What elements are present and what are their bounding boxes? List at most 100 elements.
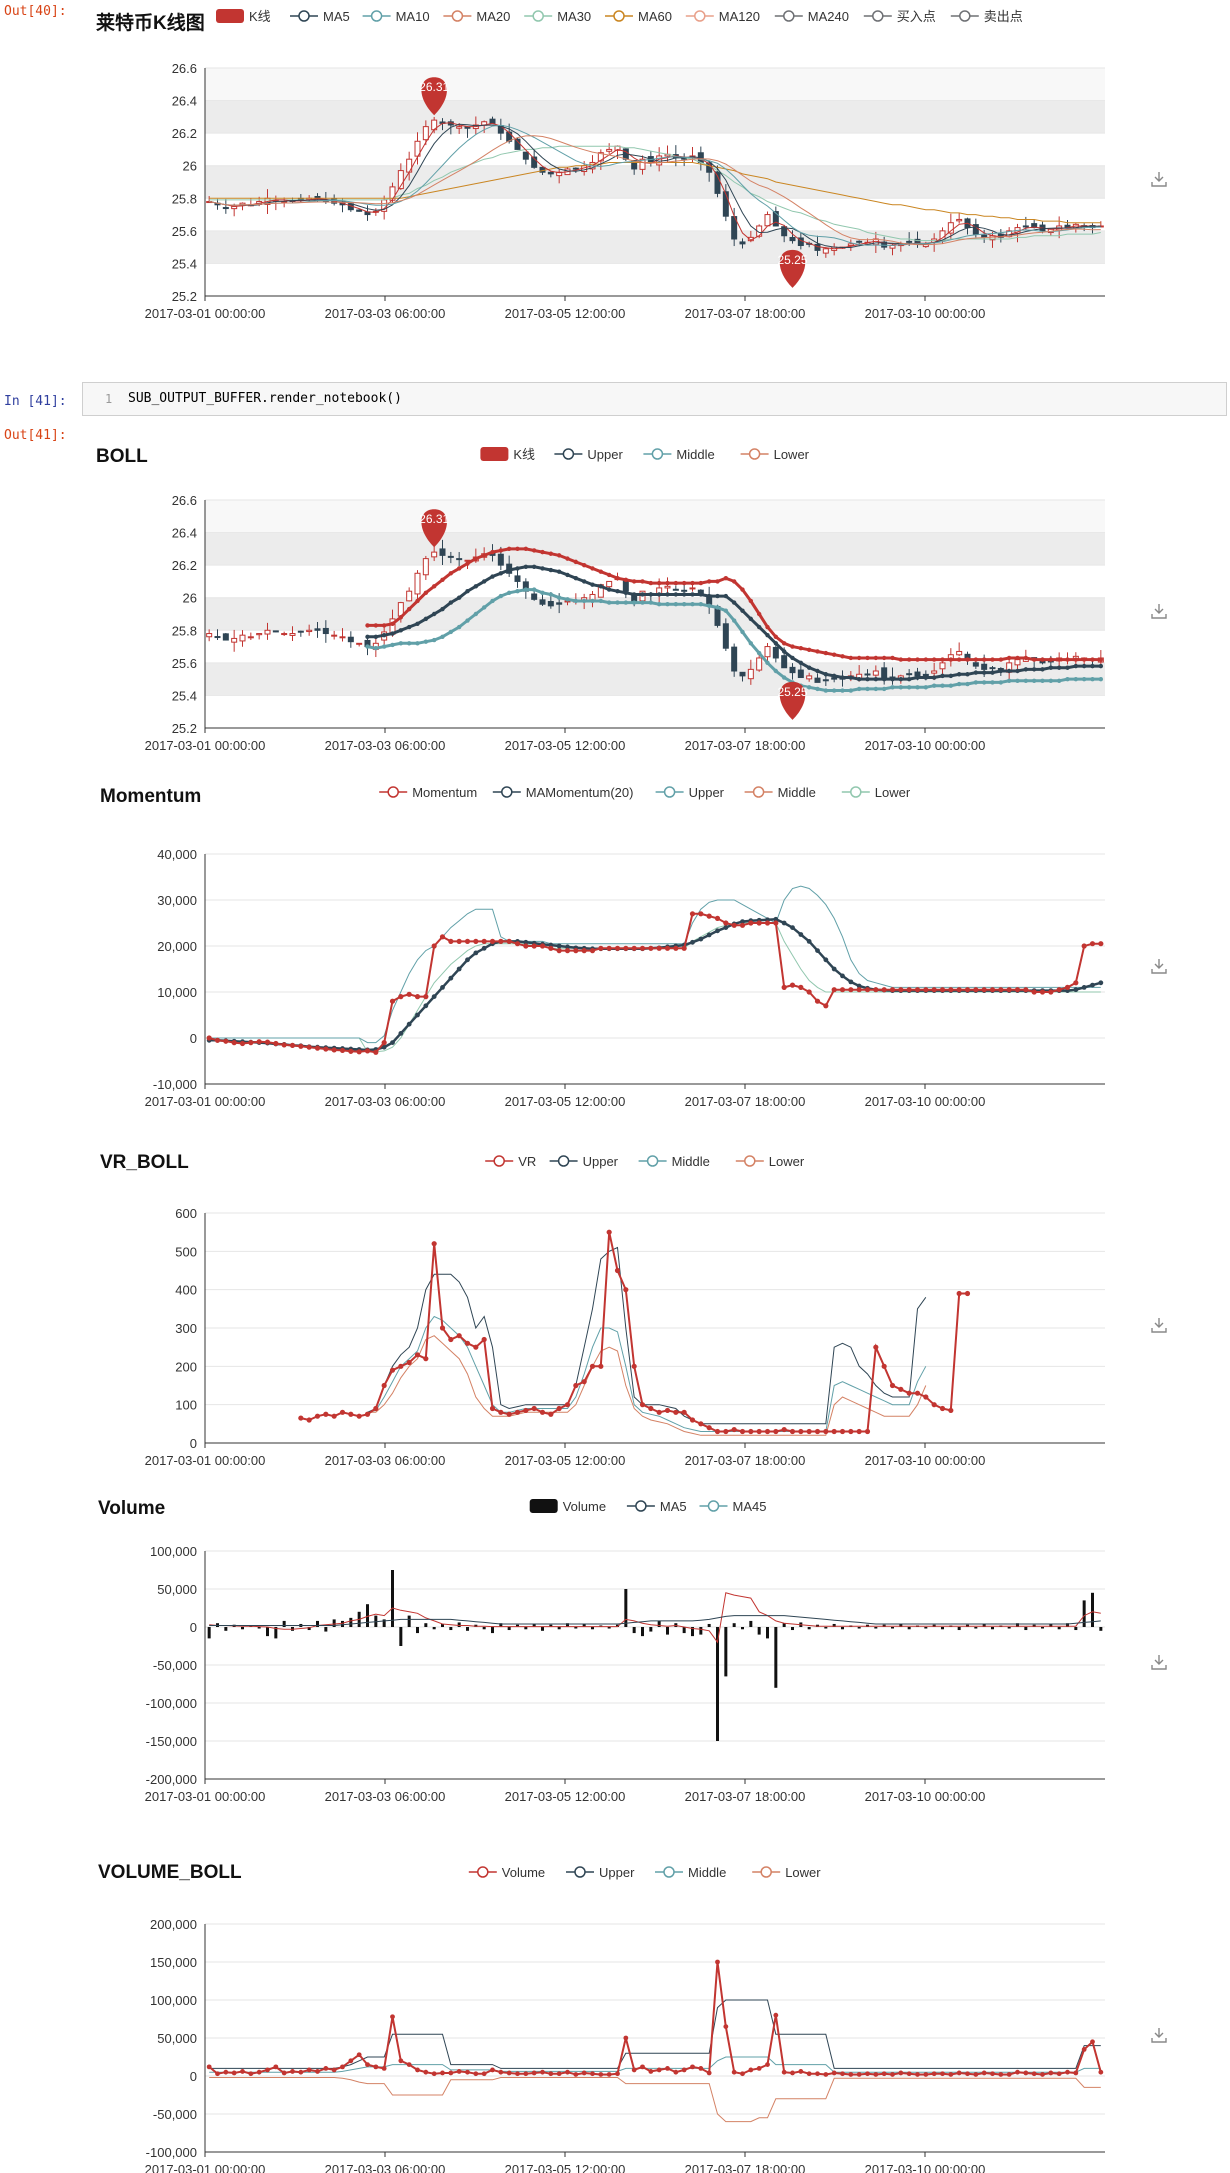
- data-point: [206, 1035, 212, 1041]
- legend-item-k[interactable]: K线: [216, 9, 271, 24]
- download-icon[interactable]: [1150, 602, 1168, 620]
- legend-item-ma30[interactable]: MA30: [524, 9, 591, 24]
- legend-item-middle[interactable]: Middle: [655, 1865, 726, 1880]
- download-icon[interactable]: [1150, 170, 1168, 188]
- data-point: [1081, 985, 1087, 990]
- legend-item-series[interactable]: 卖出点: [950, 9, 1023, 24]
- volume-bar: [807, 1627, 811, 1630]
- legend-item-upper[interactable]: Upper: [655, 785, 725, 800]
- price-marker[interactable]: 25.25: [777, 681, 808, 720]
- legend-item-lower[interactable]: Lower: [752, 1865, 821, 1880]
- data-point: [865, 676, 870, 682]
- data-point: [515, 589, 520, 594]
- chart-canvas[interactable]: Momentum MAMomentum(20) Upper Middle Lower -1…: [0, 772, 1230, 1132]
- legend-item-ma240[interactable]: MA240: [774, 9, 849, 24]
- chart-canvas[interactable]: Volume Upper Middle Lower -100,000 -50,000 0 50…: [0, 1856, 1230, 2173]
- volume-bar: [591, 1627, 594, 1630]
- output-prompt-40: Out[40]:: [4, 4, 67, 19]
- legend-item-mamomentum-20[interactable]: MAMomentum(20): [492, 785, 634, 800]
- volume-bar: [857, 1627, 861, 1629]
- download-icon[interactable]: [1150, 957, 1168, 975]
- legend-item-ma5[interactable]: MA5: [290, 9, 350, 24]
- price-marker[interactable]: 26.31: [419, 509, 450, 548]
- data-point: [898, 657, 904, 662]
- data-point: [1064, 984, 1071, 990]
- data-point: [465, 589, 470, 594]
- y-tick-label: 26.6: [172, 61, 197, 76]
- data-point: [806, 989, 812, 995]
- download-icon[interactable]: [1150, 1653, 1168, 1671]
- download-icon[interactable]: [1150, 1316, 1168, 1334]
- legend-item-upper[interactable]: Upper: [554, 447, 623, 462]
- data-point: [948, 2072, 954, 2077]
- data-point: [556, 2071, 562, 2077]
- legend-item-vr[interactable]: VR: [485, 1154, 536, 1169]
- legend-label: Upper: [583, 1154, 619, 1169]
- legend-item-ma20[interactable]: MA20: [443, 9, 510, 24]
- data-point: [331, 1413, 337, 1419]
- chart-canvas[interactable]: K线 Upper Middle Lower 25.2 25.4 25.6 25.8 26 26.2…: [0, 438, 1230, 768]
- data-point: [490, 2067, 495, 2073]
- legend-item-middle[interactable]: Middle: [643, 447, 715, 462]
- data-point: [298, 2069, 304, 2075]
- data-point: [923, 657, 929, 662]
- chart-canvas[interactable]: VR Upper Middle Lower 0 100 200 300 400 500 600 201…: [0, 1142, 1230, 1486]
- legend-item-volume[interactable]: Volume: [468, 1865, 545, 1880]
- legend-item-ma5[interactable]: MA5: [626, 1499, 687, 1514]
- data-point: [556, 553, 562, 558]
- chart-volume: Volume Volume MA5 MA45 -200,000 -150,000 -100,…: [0, 1488, 1230, 1828]
- candle: [514, 569, 521, 588]
- price-marker[interactable]: 25.25: [777, 249, 808, 288]
- data-point: [915, 675, 920, 680]
- x-tick-label: 2017-03-10 00:00:00: [865, 738, 986, 753]
- data-point: [798, 2069, 804, 2074]
- legend-item-middle[interactable]: Middle: [638, 1154, 710, 1169]
- legend-item-ma120[interactable]: MA120: [685, 9, 760, 24]
- legend-item-lower[interactable]: Lower: [740, 447, 810, 462]
- legend-item-series[interactable]: 买入点: [863, 9, 936, 24]
- legend-item-momentum[interactable]: Momentum: [379, 785, 477, 800]
- data-point: [973, 657, 979, 662]
- data-point: [448, 938, 454, 944]
- data-point: [240, 2069, 245, 2074]
- data-point: [556, 948, 562, 954]
- chart-canvas[interactable]: K线 MA5 MA10 MA20 MA30 MA60 MA120 MA240 买入点 卖出点 25.…: [0, 0, 1230, 330]
- data-point: [298, 1415, 304, 1421]
- data-point: [665, 602, 670, 607]
- data-point: [540, 549, 545, 555]
- legend-item-ma45[interactable]: MA45: [699, 1499, 767, 1514]
- legend-item-ma10[interactable]: MA10: [362, 9, 430, 24]
- legend-item-upper[interactable]: Upper: [566, 1865, 635, 1880]
- volume-bar: [224, 1627, 228, 1631]
- candle: [972, 661, 979, 669]
- volume-bar: [332, 1619, 336, 1627]
- data-point: [815, 686, 820, 692]
- data-point: [364, 1048, 371, 1054]
- legend-item-lower[interactable]: Lower: [841, 785, 911, 800]
- code-cell[interactable]: 1 SUB_OUTPUT_BUFFER.render_notebook(): [82, 382, 1227, 416]
- legend-item-lower[interactable]: Lower: [735, 1154, 805, 1169]
- data-point: [715, 579, 720, 584]
- series-volume: [207, 1570, 1103, 1741]
- data-point: [390, 631, 395, 636]
- legend-item-upper[interactable]: Upper: [549, 1154, 619, 1169]
- download-icon[interactable]: [1150, 2026, 1168, 2044]
- data-point: [906, 685, 912, 690]
- data-point: [506, 590, 512, 596]
- price-marker[interactable]: 26.31: [419, 77, 450, 116]
- volume-bar: [841, 1627, 844, 1630]
- legend-item-ma60[interactable]: MA60: [605, 9, 672, 24]
- data-point: [956, 987, 962, 993]
- y-tick-label: 50,000: [157, 2031, 197, 2046]
- code-text[interactable]: SUB_OUTPUT_BUFFER.render_notebook(): [128, 391, 402, 406]
- data-point: [648, 1405, 654, 1412]
- data-point: [748, 2067, 754, 2073]
- x-tick-label: 2017-03-10 00:00:00: [865, 1094, 986, 1109]
- chart-canvas[interactable]: Volume MA5 MA45 -200,000 -150,000 -100,000 -50…: [0, 1488, 1230, 1828]
- legend-item-volume[interactable]: Volume: [529, 1499, 606, 1514]
- data-point: [1023, 2070, 1029, 2076]
- data-point: [556, 943, 562, 949]
- legend-item-k[interactable]: K线: [480, 447, 535, 462]
- legend-item-middle[interactable]: Middle: [744, 785, 816, 800]
- data-point: [289, 1042, 296, 1048]
